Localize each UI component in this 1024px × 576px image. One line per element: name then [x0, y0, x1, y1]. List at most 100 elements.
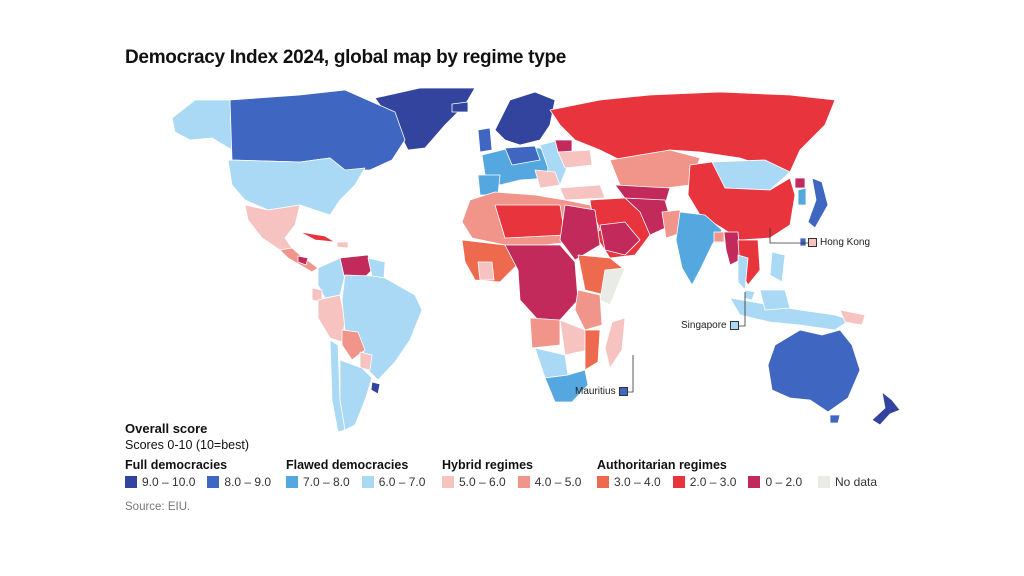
source-note: Source: EIU. [125, 501, 191, 513]
legend-group-title: Hybrid regimes [442, 458, 534, 472]
swatch [818, 476, 830, 488]
swatch [125, 476, 137, 488]
mauritius-leader [627, 355, 634, 393]
legend-item: No data [818, 475, 877, 489]
legend-group-flawed: Flawed democracies 7.0 – 8.0 6.0 – 7.0 [286, 458, 425, 489]
germany-central [504, 145, 541, 166]
india [675, 211, 723, 286]
legend-group-title: Full democracies [125, 458, 228, 472]
korea-japan [797, 187, 807, 206]
north-korea [794, 177, 806, 189]
iran-afghanistan [624, 197, 673, 236]
legend-label: 9.0 – 10.0 [142, 475, 196, 489]
legend-item: 0 – 2.0 [748, 475, 802, 489]
algeria-libya [494, 204, 566, 239]
iceland [451, 101, 469, 113]
legend-item: 7.0 – 8.0 [286, 475, 350, 489]
legend: Overall score Scores 0-10 (10=best) [125, 421, 249, 452]
swatch [442, 476, 454, 488]
legend-label: 6.0 – 7.0 [378, 475, 426, 489]
legend-group-full: Full democracies 9.0 – 10.0 8.0 – 9.0 [125, 458, 271, 489]
legend-group-no-data: No data [818, 458, 877, 489]
legend-label: No data [835, 475, 878, 489]
legend-item: 5.0 – 6.0 [442, 475, 506, 489]
mauritius-label: Mauritius [575, 386, 616, 397]
legend-label: 0 – 2.0 [765, 475, 803, 489]
myanmar [723, 231, 741, 266]
legend-item: 3.0 – 4.0 [597, 475, 661, 489]
ukraine [557, 149, 593, 169]
hong-kong-marker [808, 238, 817, 247]
japan [807, 177, 829, 229]
callout-hong-kong: Hong Kong [808, 237, 870, 248]
callout-singapore: Singapore [681, 320, 739, 331]
peru [317, 294, 346, 343]
brazil [341, 274, 423, 381]
callout-mauritius: Mauritius [575, 386, 628, 397]
malaysia [743, 289, 756, 301]
papua [839, 309, 866, 326]
swatch [517, 476, 530, 488]
south-africa [544, 369, 589, 403]
singapore-marker [729, 321, 739, 330]
guianas [367, 257, 386, 279]
legend-group-title: Authoritarian regimes [597, 458, 727, 472]
egypt-sudan [559, 204, 601, 261]
balkans [534, 169, 561, 189]
legend-heading: Overall score [125, 421, 208, 436]
saudi [599, 221, 641, 256]
hong-kong-leader [769, 228, 808, 244]
angola [529, 317, 561, 349]
legend-group-title: Flawed democracies [286, 458, 409, 472]
legend-item: 2.0 – 3.0 [672, 475, 737, 489]
chart-title: Democracy Index 2024, global map by regi… [125, 47, 567, 68]
indonesia [729, 297, 851, 331]
alaska [171, 99, 233, 151]
paraguay [359, 351, 373, 371]
legend-item: 9.0 – 10.0 [125, 475, 195, 489]
legend-item: 6.0 – 7.0 [361, 475, 426, 489]
bolivia [341, 329, 366, 361]
legend-label: 2.0 – 3.0 [689, 475, 737, 489]
taiwan [799, 237, 807, 247]
tasmania [829, 414, 841, 424]
turkey [559, 184, 606, 201]
madagascar [604, 317, 626, 369]
east-africa [574, 289, 603, 331]
ghana-senegal [477, 261, 495, 281]
legend-subheading: Scores 0-10 (10=best) [125, 438, 250, 452]
singapore-label: Singapore [681, 320, 727, 331]
argentina [339, 359, 373, 431]
legend-group-hybrid: Hybrid regimes 5.0 – 6.0 4.0 – 5.0 [442, 458, 581, 489]
legend-item: 8.0 – 9.0 [207, 475, 271, 489]
uruguay [370, 381, 381, 395]
philippines [769, 251, 786, 283]
legend-label: 8.0 – 9.0 [224, 475, 272, 489]
singapore-leader [738, 292, 746, 327]
swatch [361, 476, 374, 488]
new-zealand [871, 391, 901, 426]
mexico [244, 204, 301, 251]
caribbean [336, 241, 349, 249]
bangladesh [713, 231, 725, 243]
mozambique [584, 329, 601, 371]
legend-group-authoritarian: Authoritarian regimes 3.0 – 4.0 2.0 – 3.… [597, 458, 802, 489]
swatch [748, 476, 761, 488]
swatch [286, 476, 298, 488]
swatch [672, 476, 685, 488]
swatch [207, 476, 220, 488]
cuba [299, 231, 336, 243]
nicaragua [297, 255, 309, 266]
legend-label: 4.0 – 5.0 [534, 475, 582, 489]
scandinavia [494, 91, 556, 146]
namibia-botswana [534, 347, 569, 379]
legend-label: 5.0 – 6.0 [459, 475, 506, 489]
legend-label: 3.0 – 4.0 [614, 475, 661, 489]
hong-kong-label: Hong Kong [820, 237, 871, 248]
thailand [737, 254, 749, 291]
legend-label: 7.0 – 8.0 [303, 475, 350, 489]
legend-item: 4.0 – 5.0 [517, 475, 582, 489]
belarus [554, 139, 573, 153]
somalia [599, 267, 626, 306]
